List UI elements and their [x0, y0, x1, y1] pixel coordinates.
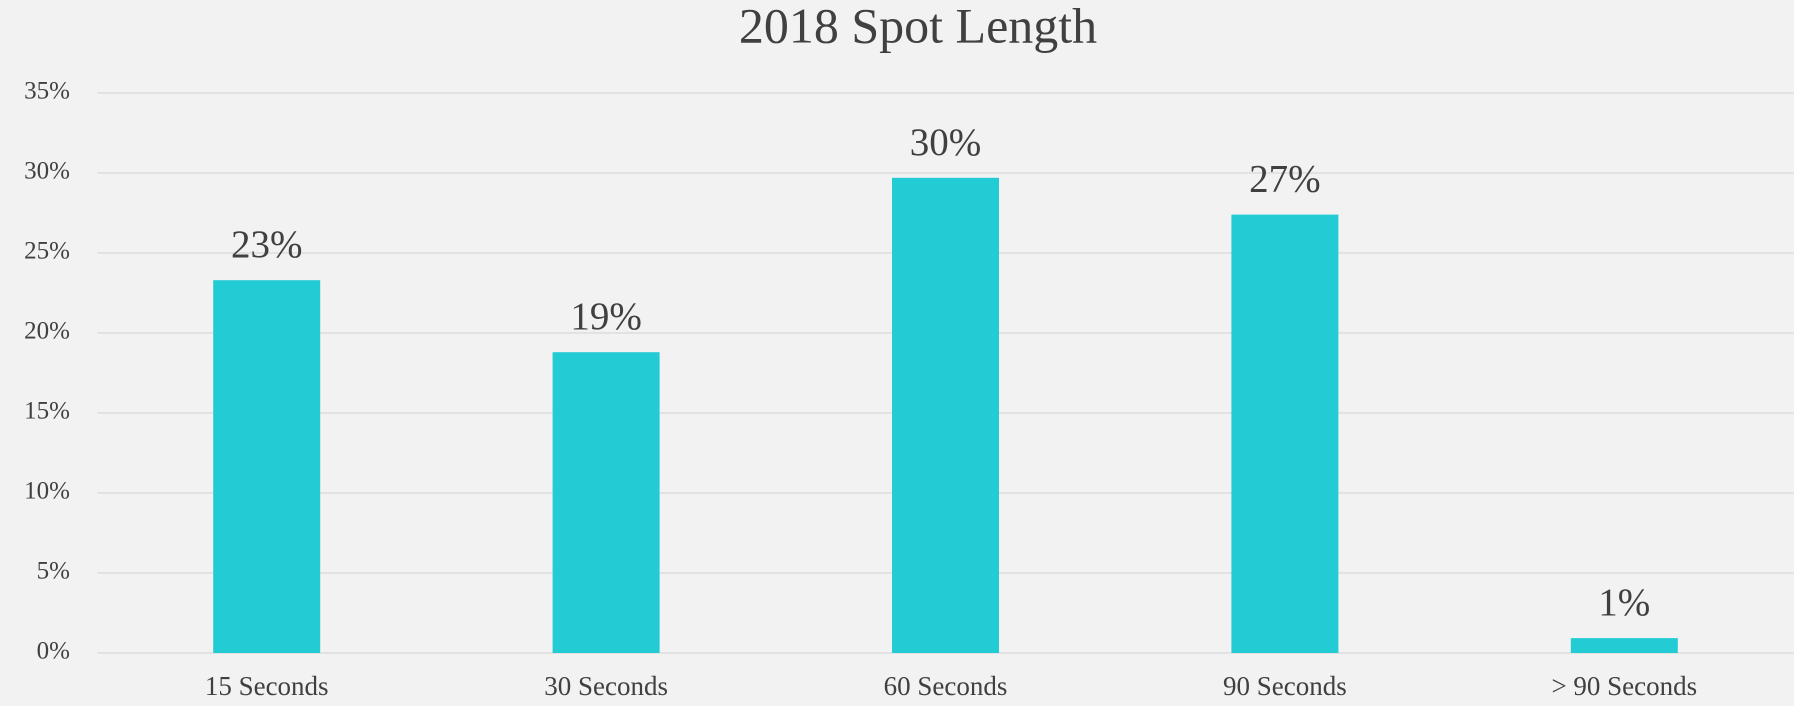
y-tick-label: 20%	[24, 318, 70, 345]
bar	[552, 352, 660, 653]
data-label: 19%	[570, 295, 642, 338]
x-tick-label: > 90 Seconds	[1551, 671, 1697, 701]
bar	[1570, 638, 1678, 653]
bar	[1231, 214, 1339, 653]
data-label: 23%	[231, 223, 303, 266]
data-label: 1%	[1598, 581, 1650, 624]
y-tick-label: 10%	[24, 478, 70, 505]
x-tick-label: 90 Seconds	[1223, 671, 1347, 701]
y-tick-label: 30%	[24, 158, 70, 185]
data-label: 30%	[910, 121, 982, 164]
y-tick-label: 0%	[37, 638, 70, 665]
bar	[213, 280, 321, 653]
data-label: 27%	[1249, 158, 1321, 201]
x-tick-label: 60 Seconds	[884, 671, 1008, 701]
x-tick-label: 15 Seconds	[205, 671, 329, 701]
x-tick-label: 30 Seconds	[544, 671, 668, 701]
bar	[892, 177, 999, 654]
y-tick-label: 35%	[24, 78, 70, 105]
chart-title: 2018 Spot Length	[739, 0, 1097, 53]
y-tick-label: 25%	[24, 238, 70, 265]
y-tick-label: 5%	[37, 558, 70, 585]
y-tick-label: 15%	[24, 398, 70, 425]
